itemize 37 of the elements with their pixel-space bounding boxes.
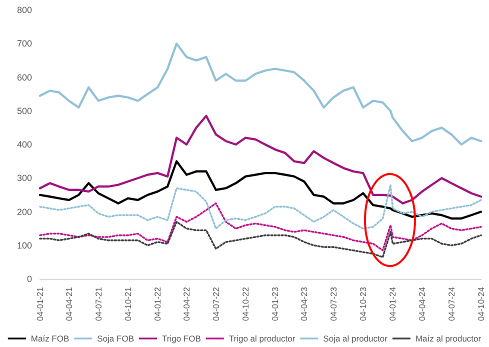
legend-label: Soja FOB — [97, 334, 134, 344]
x-tick-label: 04-04-24 — [417, 286, 428, 322]
y-tick-label: 400 — [16, 140, 32, 150]
legend-label: Trigo FOB — [162, 334, 202, 344]
y-tick-label: 500 — [16, 106, 32, 116]
x-tick-label: 04-10-24 — [476, 286, 486, 322]
x-tick-label: 04-07-21 — [93, 286, 104, 322]
x-tick-label: 04-04-21 — [64, 286, 74, 322]
x-tick-label: 04-10-21 — [122, 286, 133, 322]
y-tick-label: 800 — [16, 5, 32, 15]
y-tick-label: 100 — [16, 240, 32, 250]
legend-label: Soja al productor — [323, 334, 388, 344]
x-tick-label: 04-10-22 — [240, 286, 251, 322]
y-tick-label: 600 — [16, 72, 32, 82]
line-series — [38, 42, 482, 146]
x-tick-label: 04-01-23 — [270, 286, 280, 322]
legend-label: Maíz FOB — [30, 334, 70, 344]
x-tick-label: 04-04-23 — [299, 286, 310, 322]
x-tick-label: 04-07-24 — [446, 286, 456, 322]
x-tick-label: 04-04-22 — [182, 286, 192, 322]
x-tick-label: 04-10-23 — [358, 286, 368, 322]
y-tick-label: 700 — [16, 38, 32, 49]
x-tick-label: 04-01-24 — [388, 286, 398, 322]
y-tick-label: 200 — [16, 206, 32, 217]
x-tick-label: 04-01-21 — [35, 286, 45, 322]
x-tick-label: 04-07-23 — [328, 286, 338, 322]
legend-label: Maíz al productor — [415, 334, 482, 344]
y-tick-label: 0 — [26, 274, 32, 284]
line-series — [38, 114, 482, 204]
line-series — [38, 160, 482, 220]
x-tick-label: 04-01-22 — [152, 286, 163, 322]
line-series — [39, 202, 482, 252]
line-series — [39, 184, 482, 230]
line-series — [39, 220, 482, 258]
x-tick-label: 04-07-22 — [210, 286, 221, 322]
y-tick-label: 300 — [16, 173, 32, 184]
legend-label: Trigo al productor — [228, 334, 296, 344]
